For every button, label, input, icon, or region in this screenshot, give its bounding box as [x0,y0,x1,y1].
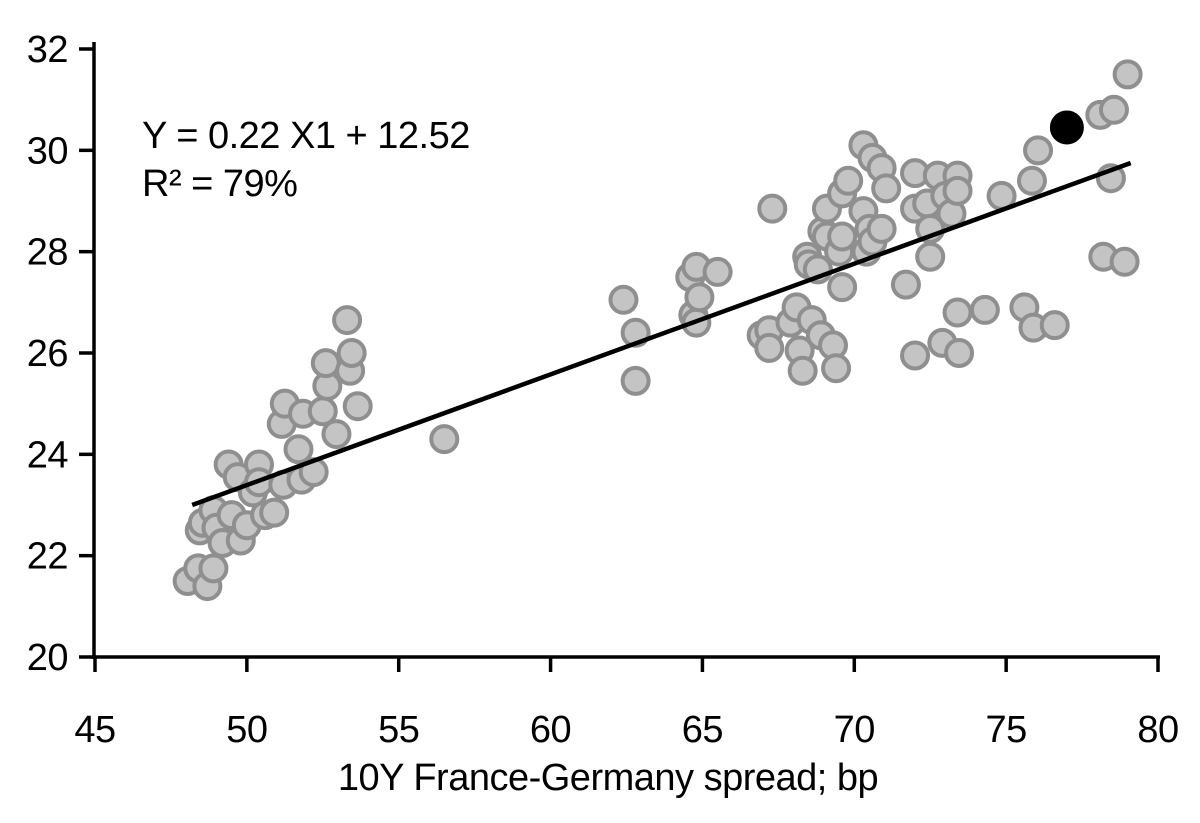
y-tick-label: 24 [27,434,69,476]
scatter-point [754,332,785,363]
scatter-point [944,338,975,368]
scatter-point [321,419,352,450]
scatter-point [198,553,229,584]
y-tick-label: 28 [27,232,68,274]
x-axis-label: 10Y France-Germany spread; bp [337,757,879,799]
scatter-point [429,424,460,455]
regression-equation: Y = 0.22 X1 + 12.52 [142,115,470,157]
highlight-point [1049,110,1084,145]
scatter-point [821,353,852,384]
trend-line [191,160,1132,508]
scatter-point [900,340,931,371]
y-tick-label: 20 [27,637,68,679]
scatter-point [342,391,373,422]
scatter-point [1112,59,1143,90]
scatter-point [310,348,341,379]
scatter-point [827,221,858,252]
scatter-point [969,294,1000,325]
scatter-point [757,193,788,224]
scatter-point [787,355,818,386]
scatter-point [942,175,973,206]
x-tick-label: 75 [986,709,1027,751]
scatter-point [871,173,902,204]
scatter-point [833,165,864,196]
x-tick-label: 65 [682,709,723,751]
y-tick-label: 22 [27,536,68,578]
x-tick-label: 80 [1137,709,1178,751]
scatter-point [332,305,363,336]
y-tick-label: 30 [27,130,68,172]
x-tick-label: 50 [226,709,267,751]
scatter-point [1023,135,1054,166]
scatter-point [942,297,973,328]
scatter-point [1109,246,1140,277]
y-tick-label: 32 [27,29,68,71]
scatter-point [827,272,858,303]
x-tick-label: 70 [834,709,875,751]
x-tick-label: 45 [74,709,115,751]
regression-r-squared: R² = 79% [142,163,298,205]
scatter-point [259,497,290,528]
scatter-point [620,365,651,396]
scatter-point [1016,165,1047,196]
y-tick-label: 26 [27,333,68,375]
scatter-point [1039,310,1070,341]
regression-annotation: Y = 0.22 X1 + 12.52 R² = 79% [142,112,470,208]
scatter-point [890,269,921,300]
x-tick-label: 55 [378,709,419,751]
scatter-point [702,256,733,287]
scatter-point [336,338,367,368]
x-tick-label: 60 [530,709,571,751]
scatter-point [1098,94,1129,125]
scatter-point [915,241,946,272]
scatter-point [608,284,639,315]
scatter-point [684,282,715,313]
scatter-point [866,213,897,244]
scatter-point [283,434,314,465]
